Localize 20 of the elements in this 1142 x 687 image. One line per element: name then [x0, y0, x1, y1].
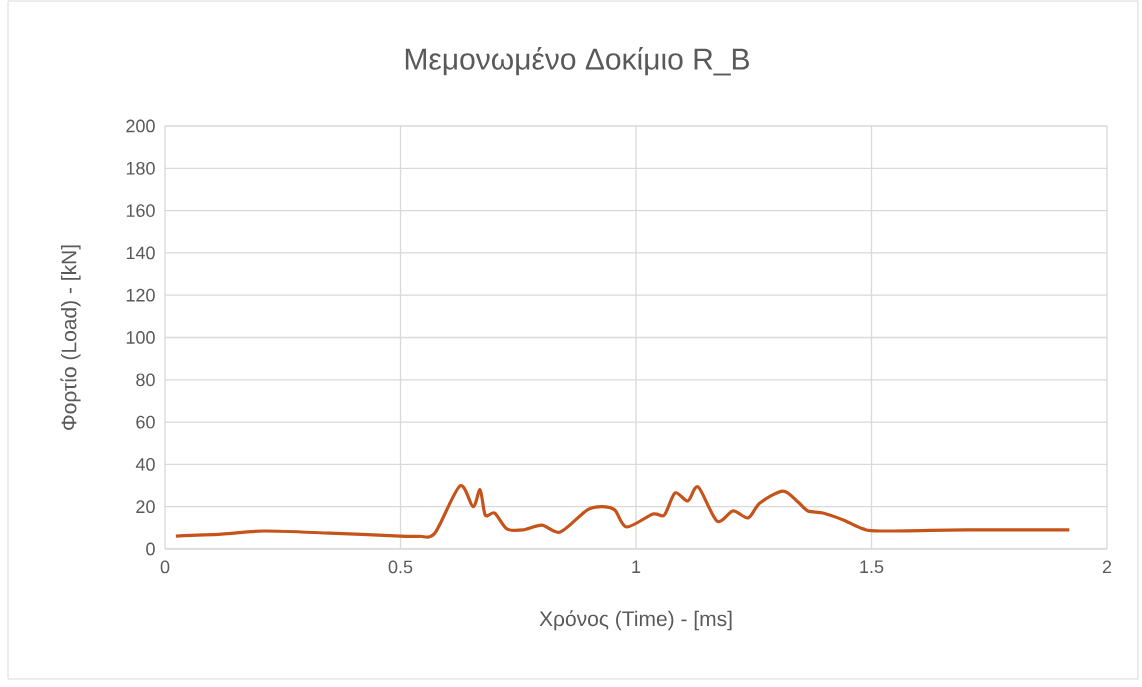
y-tick-label: 180 [126, 161, 155, 175]
chart-title: Μεμονωμένο Δοκίμιο R_B [405, 46, 749, 76]
x-axis-title: Χρόνος (Time) - [ms] [539, 610, 732, 631]
y-tick-label: 200 [126, 119, 155, 133]
y-tick-label: 40 [135, 458, 155, 471]
x-tick-label: 0.5 [388, 560, 413, 574]
y-tick-label: 120 [126, 288, 155, 302]
line-series [174, 484, 1071, 539]
x-tick-label: 0 [160, 560, 170, 574]
y-tick-label: 80 [136, 373, 155, 387]
x-tick-label: 2 [1102, 560, 1112, 574]
y-tick-label: 20 [136, 500, 155, 514]
y-axis-title: Φορτίο (Load) - [kN] [60, 245, 81, 430]
y-tick-label: 0 [146, 542, 155, 556]
y-tick-label: 60 [136, 415, 155, 429]
x-tick-label: 1.5 [860, 560, 884, 574]
y-tick-label: 100 [126, 331, 155, 344]
x-tick-label: 1 [632, 560, 641, 573]
y-tick-label: 140 [126, 246, 155, 260]
y-tick-label: 160 [126, 204, 155, 217]
